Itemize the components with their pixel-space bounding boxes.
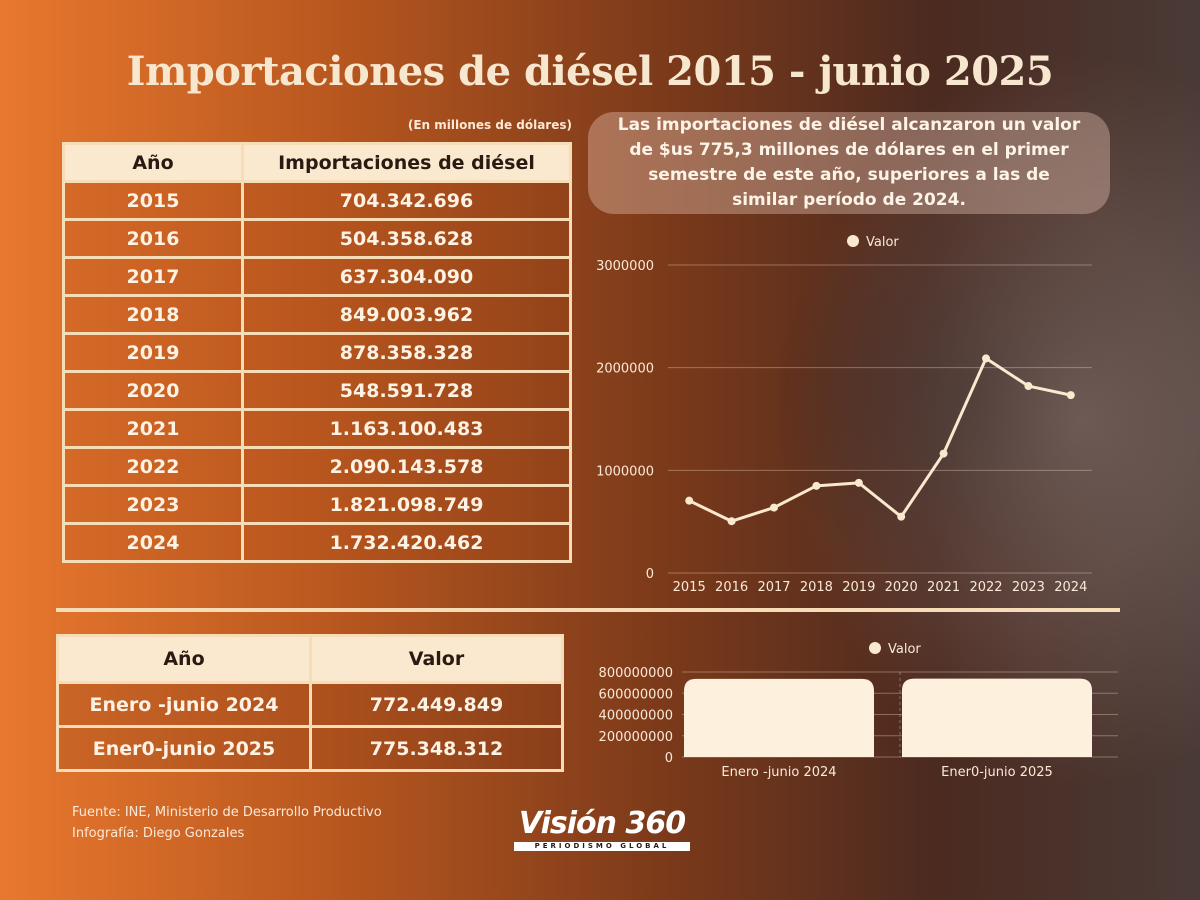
cell-value: 772.449.849 <box>309 681 564 728</box>
cell-value: 704.342.696 <box>241 180 572 221</box>
cell-value: 637.304.090 <box>241 256 572 297</box>
data-point <box>897 512 906 521</box>
y-tick-label: 2000000 <box>596 362 654 377</box>
table-row: 2022 2.090.143.578 <box>62 446 572 487</box>
table-header-row: Año Importaciones de diésel <box>62 142 572 183</box>
table-row: 2017 637.304.090 <box>62 256 572 297</box>
cell-year: 2022 <box>62 446 244 487</box>
y-tick-label: 0 <box>665 751 673 766</box>
table-row: 2015 704.342.696 <box>62 180 572 221</box>
cell-value: 878.358.328 <box>241 332 572 373</box>
table-row: Ener0-junio 2025 775.348.312 <box>56 725 564 772</box>
table-row: 2016 504.358.628 <box>62 218 572 259</box>
semester-table: Año Valor Enero -junio 2024 772.449.849 E… <box>56 634 564 772</box>
cell-value: 1.163.100.483 <box>241 408 572 449</box>
logo-tagline: PERIODISMO GLOBAL <box>514 842 690 851</box>
cell-year: 2017 <box>62 256 244 297</box>
cell-year: 2016 <box>62 218 244 259</box>
x-tick-label: 2021 <box>927 580 960 595</box>
cell-value: 548.591.728 <box>241 370 572 411</box>
cell-period: Ener0-junio 2025 <box>56 725 312 772</box>
cell-year: 2019 <box>62 332 244 373</box>
y-tick-label: 1000000 <box>596 464 654 479</box>
cell-year: 2020 <box>62 370 244 411</box>
x-tick-label: 2015 <box>673 580 706 595</box>
header-value: Valor <box>309 634 564 684</box>
source-block: Fuente: INE, Ministerio de Desarrollo Pr… <box>72 802 382 844</box>
header-year: Año <box>56 634 312 684</box>
vision360-logo: Visión 360 PERIODISMO GLOBAL <box>512 808 692 851</box>
cell-value: 2.090.143.578 <box>241 446 572 487</box>
x-tick-label: 2016 <box>715 580 748 595</box>
cell-year: 2023 <box>62 484 244 525</box>
annual-imports-table: Año Importaciones de diésel 2015 704.342.… <box>62 142 572 563</box>
header-imports: Importaciones de diésel <box>241 142 572 183</box>
cell-value: 1.732.420.462 <box>241 522 572 563</box>
page-title: Importaciones de diésel 2015 - junio 202… <box>126 48 1054 95</box>
x-tick-label: 2023 <box>1012 580 1045 595</box>
table-header-row: Año Valor <box>56 634 564 684</box>
x-tick-label: 2019 <box>842 580 875 595</box>
series-line <box>688 356 1072 523</box>
table-row: 2023 1.821.098.749 <box>62 484 572 525</box>
table-row: 2024 1.732.420.462 <box>62 522 572 563</box>
credit-line: Infografía: Diego Gonzales <box>72 826 245 841</box>
logo-name: Visión 360 <box>518 806 686 841</box>
y-tick-label: 400000000 <box>599 709 673 724</box>
y-tick-label: 200000000 <box>599 730 673 745</box>
bar <box>902 678 1092 757</box>
section-divider <box>56 608 1120 612</box>
data-point <box>939 449 948 458</box>
y-tick-label: 600000000 <box>599 687 673 702</box>
cell-value: 1.821.098.749 <box>241 484 572 525</box>
x-tick-label: Enero -junio 2024 <box>721 765 836 780</box>
bar <box>684 678 874 757</box>
data-point <box>982 354 990 363</box>
data-point <box>854 478 863 487</box>
x-tick-label: 2020 <box>885 580 918 595</box>
legend-marker <box>869 642 881 654</box>
cell-year: 2015 <box>62 180 244 221</box>
cell-year: 2018 <box>62 294 244 335</box>
cell-value: 504.358.628 <box>241 218 572 259</box>
y-tick-label: 3000000 <box>596 259 654 274</box>
callout-text: Las importaciones de diésel alcanzaron u… <box>617 115 1081 210</box>
x-tick-label: 2024 <box>1054 580 1087 595</box>
data-point <box>1024 382 1033 391</box>
table-row: Enero -junio 2024 772.449.849 <box>56 681 564 728</box>
data-point <box>727 517 736 526</box>
x-tick-label: Ener0-junio 2025 <box>941 765 1053 780</box>
x-tick-label: 2017 <box>757 580 790 595</box>
y-tick-label: 800000000 <box>599 666 673 681</box>
cell-value: 849.003.962 <box>241 294 572 335</box>
cell-year: 2024 <box>62 522 244 563</box>
header-year: Año <box>62 142 244 183</box>
y-tick-label: 0 <box>646 567 654 582</box>
x-tick-label: 2018 <box>800 580 833 595</box>
units-note: (En millones de dólares) <box>407 118 572 132</box>
table-row: 2018 849.003.962 <box>62 294 572 335</box>
legend-marker <box>847 235 859 247</box>
data-point <box>812 481 821 490</box>
cell-year: 2021 <box>62 408 244 449</box>
legend-label: Valor <box>888 642 921 657</box>
legend-label: Valor <box>866 235 899 250</box>
x-tick-label: 2022 <box>969 580 1002 595</box>
data-point <box>1066 391 1075 400</box>
table-row: 2020 548.591.728 <box>62 370 572 411</box>
table-row: 2019 878.358.328 <box>62 332 572 373</box>
callout-box: Las importaciones de diésel alcanzaron u… <box>588 112 1110 214</box>
data-point <box>685 496 694 505</box>
table-row: 2021 1.163.100.483 <box>62 408 572 449</box>
data-point <box>770 503 778 512</box>
cell-period: Enero -junio 2024 <box>56 681 312 728</box>
source-line: Fuente: INE, Ministerio de Desarrollo Pr… <box>72 805 382 820</box>
cell-value: 775.348.312 <box>309 725 564 772</box>
